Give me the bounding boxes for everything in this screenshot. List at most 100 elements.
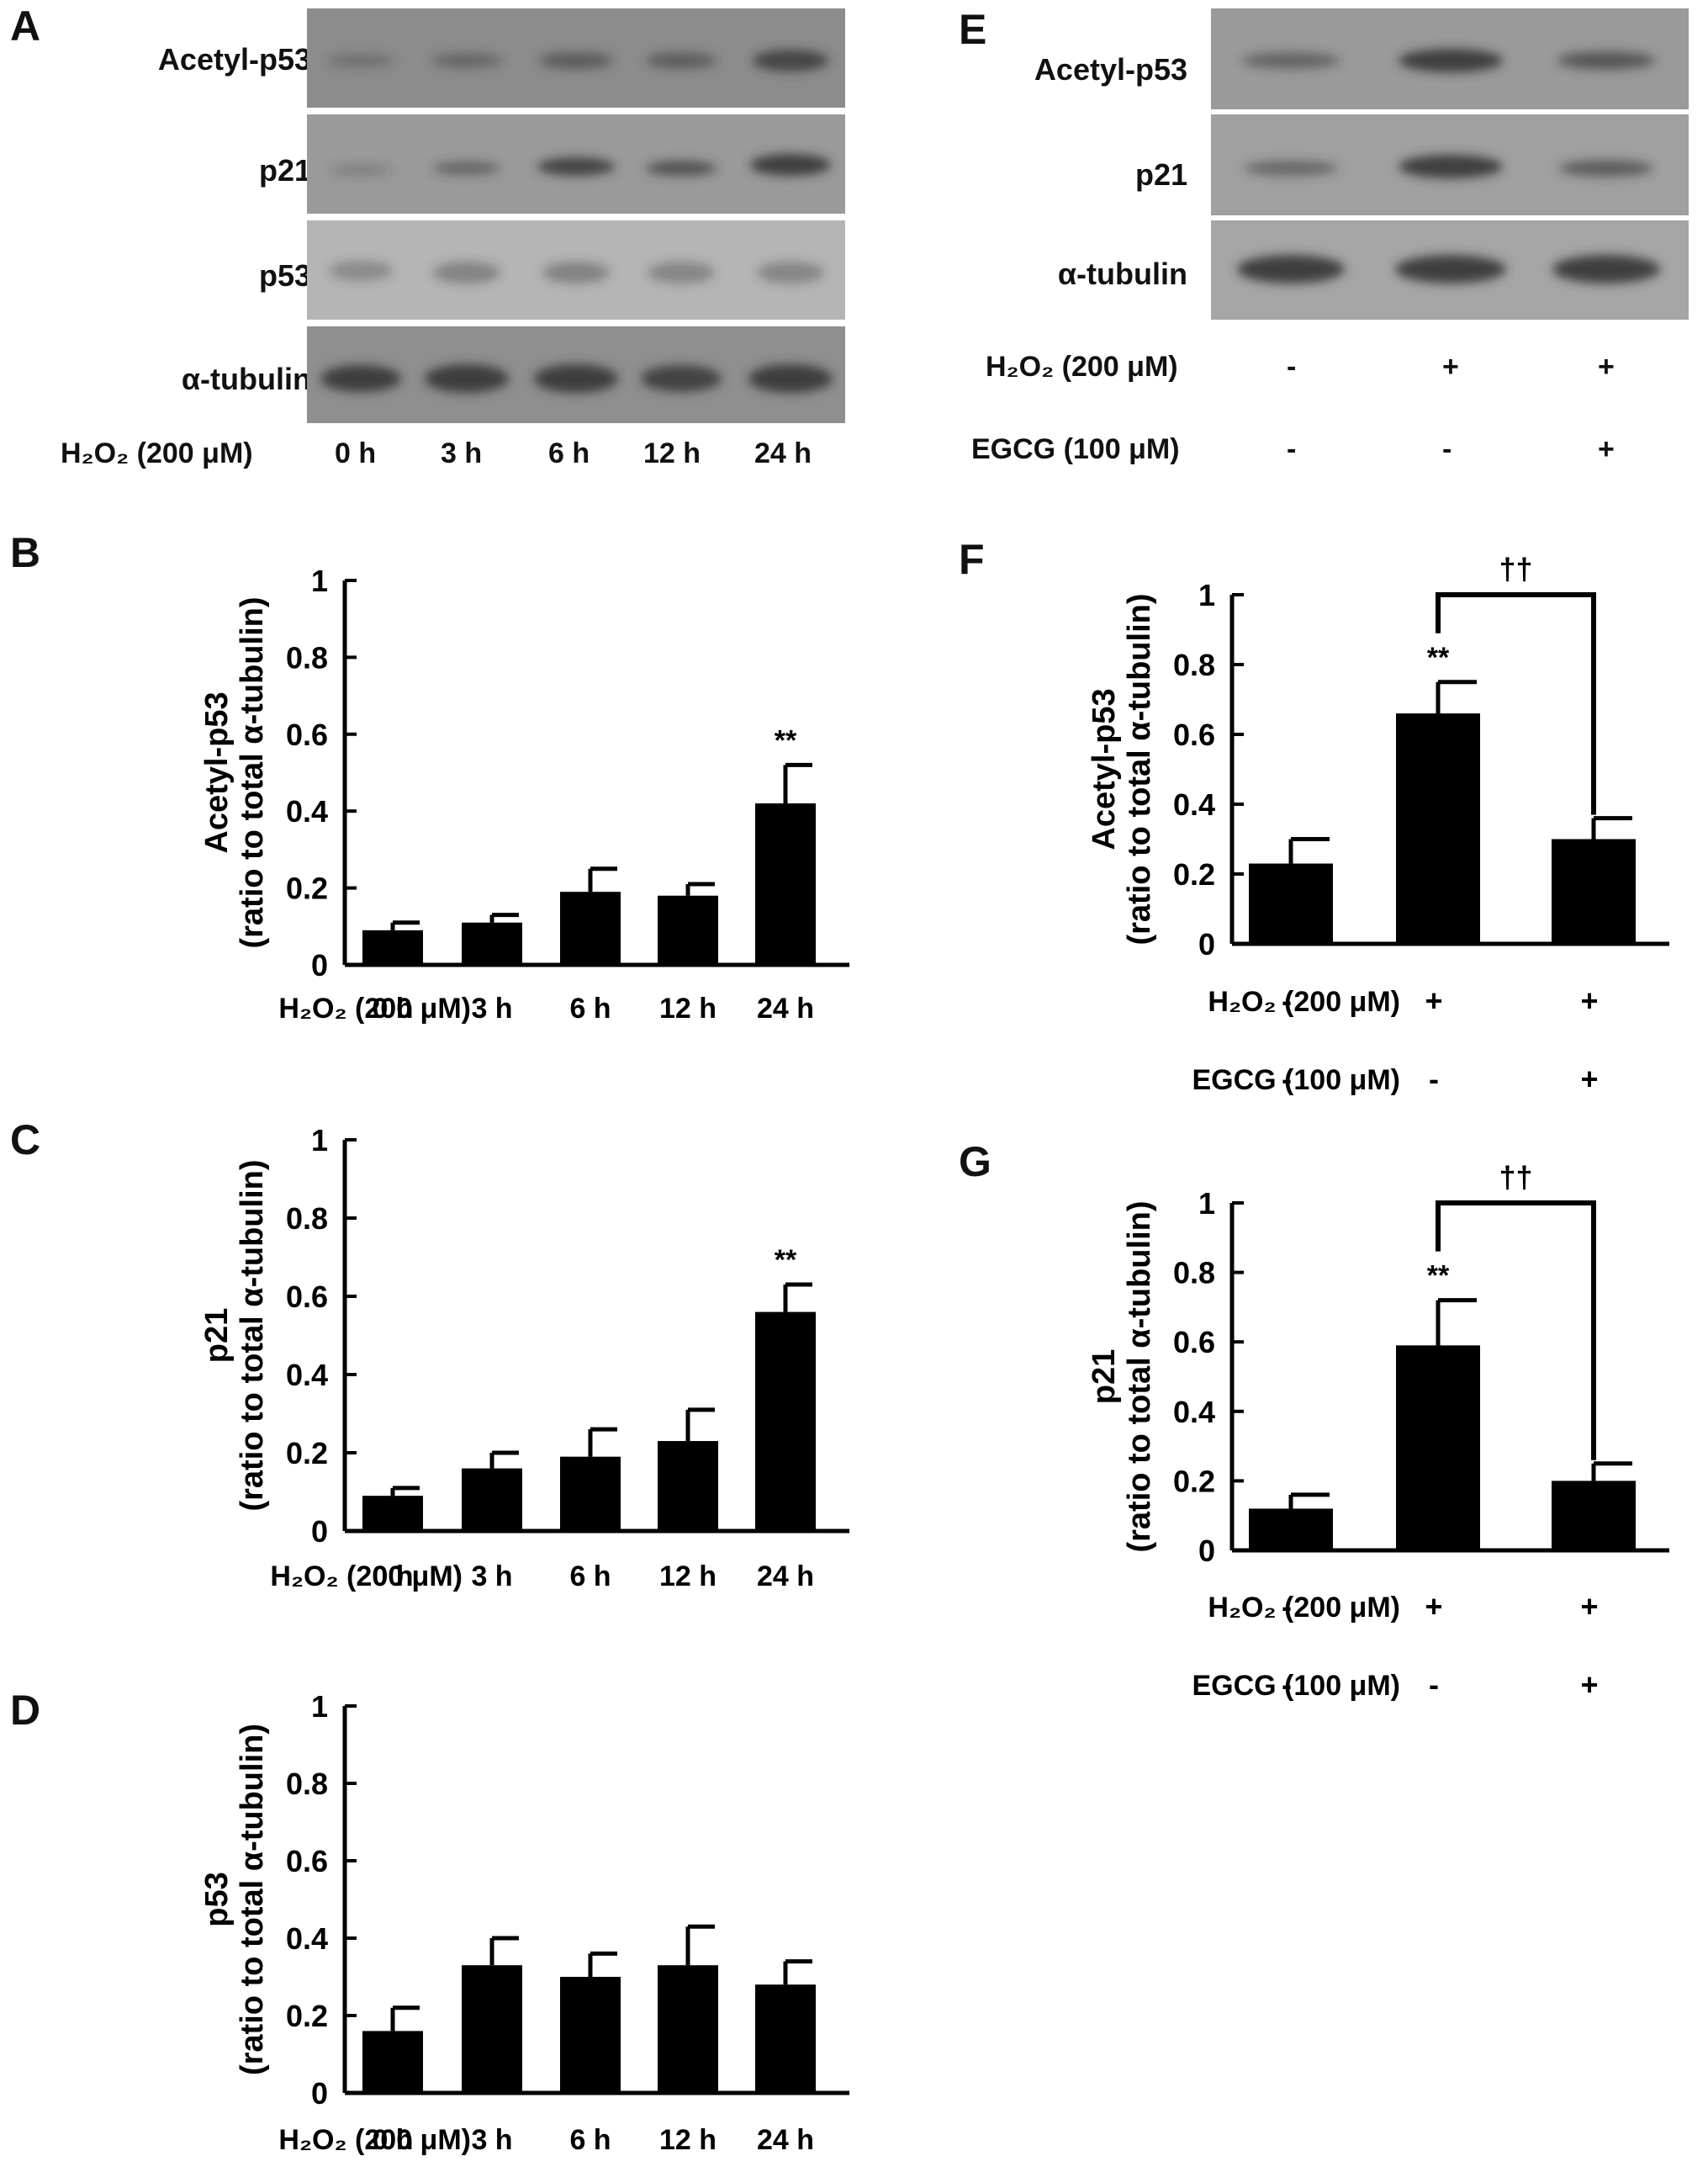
y-axis-title: p53 bbox=[199, 1872, 235, 1926]
y-axis-title: Acetyl-p53 bbox=[199, 691, 235, 853]
blot-a-lane-label: 6 h bbox=[548, 437, 590, 469]
treatment-mark: - bbox=[1282, 1062, 1292, 1096]
x-tick-label: 3 h bbox=[471, 993, 512, 1025]
x-tick-label: 12 h bbox=[659, 2124, 717, 2156]
y-tick-label: 0.4 bbox=[286, 794, 328, 829]
bar bbox=[658, 895, 718, 965]
blot-a-image bbox=[307, 8, 845, 423]
y-tick-label: 0.6 bbox=[1173, 1325, 1215, 1359]
blot-e-treatment-mark: + bbox=[1598, 433, 1615, 465]
y-tick-label: 0.4 bbox=[1173, 787, 1215, 822]
x-tick-label: 6 h bbox=[569, 1560, 611, 1592]
significance-marker: ** bbox=[1427, 1260, 1450, 1292]
panel-letter-c: C bbox=[10, 1116, 41, 1163]
treatment-mark: + bbox=[1580, 1062, 1598, 1096]
bar bbox=[560, 1977, 621, 2093]
y-axis-subtitle: (ratio to total α-tubulin) bbox=[1122, 593, 1157, 945]
blot-e-treatment-label: EGCG (100 μM) bbox=[971, 433, 1180, 465]
y-tick-label: 0.2 bbox=[286, 1999, 328, 2033]
significance-bracket bbox=[1436, 1200, 1596, 1460]
panel-letter-b: B bbox=[10, 529, 41, 576]
blot-e-row-label-acetyl-p53: Acetyl-p53 bbox=[1034, 52, 1187, 87]
y-axis-title: Acetyl-p53 bbox=[1087, 688, 1122, 850]
bar bbox=[462, 1965, 522, 2093]
bracket-label: †† bbox=[1499, 552, 1532, 586]
bar bbox=[362, 1496, 423, 1531]
blot-a-row-label-acetyl-p53: Acetyl-p53 bbox=[157, 42, 311, 77]
panel-letter-e: E bbox=[959, 6, 987, 53]
blot-e-row-label-p21: p21 bbox=[1134, 157, 1187, 192]
y-tick-label: 0.4 bbox=[286, 1921, 328, 1956]
panel-letter-g: G bbox=[959, 1138, 991, 1185]
treatment-label: H₂O₂ (200 μM) bbox=[1208, 986, 1400, 1018]
panel-letter-d: D bbox=[10, 1687, 41, 1734]
treatment-mark: + bbox=[1580, 1589, 1598, 1624]
significance-marker: ** bbox=[1427, 642, 1450, 674]
y-tick-label: 0.8 bbox=[1173, 1256, 1215, 1290]
y-axis-subtitle: (ratio to total α-tubulin) bbox=[235, 596, 270, 948]
treatment-mark: - bbox=[1429, 1667, 1439, 1702]
x-tick-label: 0 h bbox=[372, 993, 413, 1025]
bar bbox=[1552, 839, 1636, 944]
bar bbox=[462, 1468, 522, 1531]
blot-e-treatment-mark: - bbox=[1442, 433, 1452, 465]
bar bbox=[1396, 1345, 1480, 1550]
significance-marker: ** bbox=[775, 724, 797, 756]
bar bbox=[755, 1311, 816, 1531]
bar bbox=[362, 930, 423, 965]
bar bbox=[560, 1456, 621, 1531]
x-tick-label: 24 h bbox=[757, 2124, 814, 2156]
y-tick-label: 0.4 bbox=[1173, 1395, 1215, 1429]
treatment-mark: - bbox=[1282, 1589, 1292, 1624]
blot-e-row-label-tubulin: α-tubulin bbox=[1057, 257, 1187, 291]
treatment-mark: + bbox=[1425, 1589, 1442, 1624]
blot-a-lane-label: 3 h bbox=[441, 437, 483, 469]
blot-a-treatment-label: H₂O₂ (200 μM) bbox=[61, 437, 253, 469]
blot-a-lane-label: 24 h bbox=[754, 437, 812, 469]
y-tick-label: 0.4 bbox=[286, 1358, 328, 1392]
y-tick-label: 1 bbox=[311, 1689, 328, 1724]
y-tick-label: 0.8 bbox=[286, 1767, 328, 1801]
treatment-mark: - bbox=[1282, 1667, 1292, 1702]
blot-e-treatment-mark: + bbox=[1442, 351, 1459, 383]
y-tick-label: 0.6 bbox=[1173, 718, 1215, 752]
treatment-mark: + bbox=[1425, 983, 1442, 1018]
y-tick-label: 0 bbox=[311, 948, 328, 983]
bar bbox=[1396, 713, 1480, 944]
bracket-label: †† bbox=[1499, 1160, 1532, 1195]
treatment-label: H₂O₂ (200 μM) bbox=[278, 993, 471, 1025]
treatment-label: EGCG (100 μM) bbox=[1192, 1064, 1400, 1096]
blot-a-row-label-tubulin: α-tubulin bbox=[181, 362, 311, 396]
y-tick-label: 0.6 bbox=[286, 1279, 328, 1314]
y-tick-label: 1 bbox=[1198, 1186, 1215, 1221]
x-tick-label: 12 h bbox=[659, 1560, 717, 1592]
y-tick-label: 0.6 bbox=[286, 1844, 328, 1878]
x-tick-label: 24 h bbox=[757, 993, 814, 1025]
x-tick-label: 3 h bbox=[471, 1560, 512, 1592]
significance-bracket bbox=[1436, 592, 1596, 815]
blot-e-image bbox=[1211, 8, 1689, 320]
x-tick-label: 3 h bbox=[471, 2124, 512, 2156]
x-tick-label: 24 h bbox=[757, 1560, 814, 1592]
treatment-label: H₂O₂ (200 μM) bbox=[1208, 1592, 1400, 1624]
bar bbox=[1249, 1508, 1333, 1550]
y-tick-label: 0.6 bbox=[286, 718, 328, 752]
treatment-mark: + bbox=[1580, 983, 1598, 1018]
blot-a-lane-label: 12 h bbox=[643, 437, 701, 469]
y-tick-label: 1 bbox=[1198, 578, 1215, 612]
blot-e-treatment-mark: + bbox=[1598, 351, 1615, 383]
blot-a bbox=[307, 8, 845, 423]
y-axis-subtitle: (ratio to total α-tubulin) bbox=[1122, 1200, 1157, 1552]
treatment-mark: - bbox=[1282, 983, 1292, 1018]
x-tick-label: 6 h bbox=[569, 2124, 611, 2156]
panel-letter-f: F bbox=[959, 536, 985, 583]
y-tick-label: 0.2 bbox=[1173, 1464, 1215, 1498]
bar bbox=[1249, 863, 1333, 944]
bar bbox=[658, 1441, 718, 1531]
bar bbox=[462, 922, 522, 965]
y-tick-label: 0 bbox=[1198, 1534, 1215, 1568]
y-tick-label: 0.8 bbox=[286, 1201, 328, 1236]
bar bbox=[658, 1965, 718, 2093]
panel-letter-a: A bbox=[10, 3, 41, 50]
